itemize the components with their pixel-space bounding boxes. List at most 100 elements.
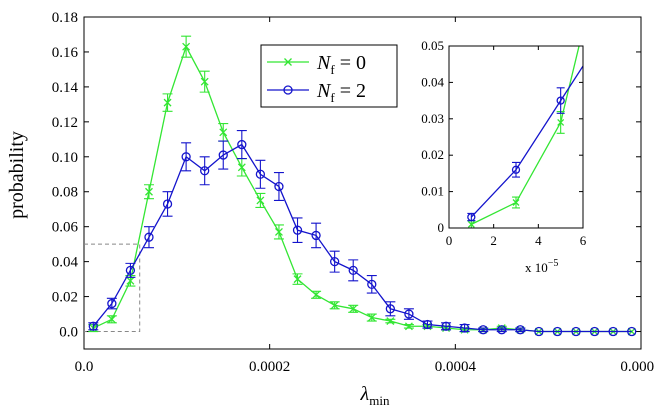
series-nf2-point [348,265,358,276]
series-nf0-point [367,313,376,322]
series-nf2-point [274,181,284,192]
series-nf2-point [367,279,377,289]
series-nf0-point [386,317,395,326]
x-tick-label: 0.0004 [435,359,477,375]
series-nf0-point [163,98,172,107]
inset-x-tick-label: 2 [490,233,497,248]
series-nf2-errorbar [329,250,340,273]
series-nf2-point [181,152,191,162]
series-nf2-errorbar [255,159,266,189]
inset-x-tick-label: 6 [580,233,587,248]
y-tick-label: 0.0 [59,325,78,341]
inset-series-nf2-point [467,212,476,222]
series-nf0-point [293,275,302,284]
series-nf2-point [311,230,321,241]
series-nf2-point [255,169,266,179]
series-nf2-point [422,319,433,330]
y-tick-label: 0.16 [52,45,79,61]
series-nf0-point [312,290,321,299]
series-nf2-point [218,150,228,160]
inset-series-nf2-point [511,165,521,174]
inset-series-nf2-errorbar [601,13,609,49]
series-nf2-point [404,309,414,319]
series-nf2-point [385,304,396,314]
series-nf2-point [292,225,303,235]
y-tick-label: 0.02 [52,290,78,306]
series-nf2-errorbar [181,142,192,172]
plot-frame [83,16,642,350]
inset-series-nf2-point [602,28,609,35]
series-nf2-point [107,298,117,309]
inset-series-nf0-point [512,199,520,206]
inset-y-tick-label: 0 [438,220,445,235]
inset-y-tick-label: 0.04 [421,74,444,89]
series-nf2-point [589,326,600,337]
inset-series-group [467,13,609,228]
series-nf2-errorbar [218,140,229,170]
inset-series-nf2-point [556,96,565,105]
inset-x-scale-label: x 10−5 [525,258,558,275]
inset-frame [448,45,584,229]
series-nf2-errorbar [236,130,247,160]
series-nf2-errorbar [143,226,154,249]
series-nf2-point [329,256,340,267]
zoom-region-box [84,243,141,333]
series-nf2-point [441,321,451,331]
inset-plot: 0 0.01 0.02 0.03 0.04 0.05 0 2 4 6 x 10−5 [421,13,609,275]
x-axis-label: λmin [360,383,390,408]
y-tick-label: 0.06 [52,220,79,236]
series-nf2-errorbar [199,156,210,186]
series-nf2-point [608,326,618,337]
inset-y-tick-label: 0.03 [421,111,444,126]
inset-y-tick-label: 0.05 [421,38,444,53]
inset-series-nf0-line [471,46,580,225]
series-nf0-point [330,301,339,310]
legend-label: Nf = 0 [316,52,366,77]
series-nf0-point [237,163,246,172]
series-nf2-errorbar [125,262,136,278]
inset-x-tick-label: 0 [446,233,453,248]
series-nf2-errorbar [366,275,377,294]
inset-x-tick-label: 4 [535,233,542,248]
series-nf2-errorbar [273,171,284,202]
series-nf0-point [126,276,135,285]
x-tick-label: 0.0002 [249,359,290,375]
series-nf2-errorbar [385,301,396,317]
series-nf0-point [107,315,116,324]
series-nf2-point [200,166,210,176]
series-nf2-errorbar [162,191,173,217]
series-nf2-errorbar [292,217,303,243]
series-nf2-errorbar [311,222,322,249]
series-nf0-point [404,322,413,331]
inset-y-tick-label: 0.01 [421,184,444,199]
inset-series-nf2-errorbar [556,87,565,114]
series-nf0-point [200,77,209,86]
y-tick-label: 0.10 [52,150,78,166]
inset-series-nf0-point [557,118,565,126]
series-nf0-point [627,327,636,336]
y-tick-label: 0.14 [52,80,79,96]
series-nf2-point [125,265,136,276]
inset-series-nf2-errorbar [512,161,520,178]
series-nf2-point [237,139,247,150]
inset-series-nf0-point [467,220,475,228]
series-nf0-point [145,187,153,196]
legend-marker [284,58,292,66]
y-tick-label: 0.12 [52,115,78,131]
series-nf2-point [571,326,581,337]
inset-series-nf2-line [470,64,583,218]
series-nf0-point [256,196,265,205]
x-tick-label: 0.0006 [620,359,654,375]
x-tick-label: 0.0 [75,359,94,375]
series-nf2-point [515,325,525,335]
series-nf0-point [274,227,283,236]
y-tick-label: 0.18 [52,10,78,26]
series-nf0-point [349,304,358,313]
series-nf0-point [182,42,191,51]
y-tick-label: 0.04 [52,255,79,271]
series-nf2-point [162,199,173,209]
series-nf2-errorbar [348,259,359,282]
series-nf2-point [88,321,98,331]
legend-box [260,44,398,108]
